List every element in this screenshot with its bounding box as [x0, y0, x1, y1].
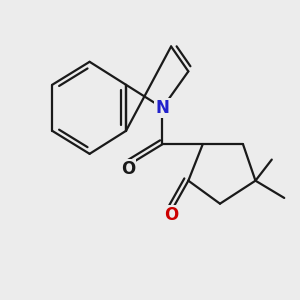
Text: O: O: [121, 160, 135, 178]
Text: O: O: [164, 206, 178, 224]
Text: N: N: [155, 99, 170, 117]
